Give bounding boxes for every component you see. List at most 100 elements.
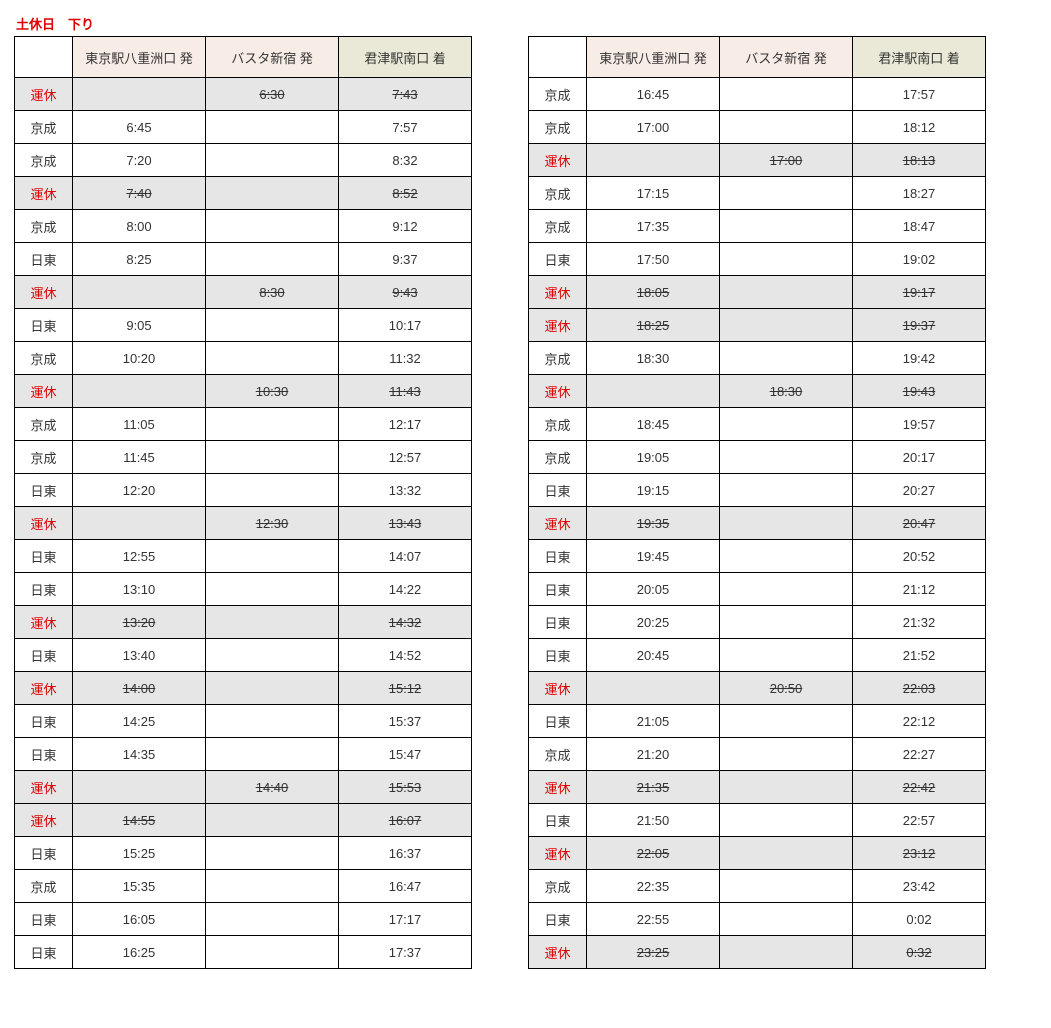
table-row: 運休14:4015:53: [15, 771, 472, 804]
operator-cell: 日東: [15, 540, 73, 573]
table-row: 運休14:5516:07: [15, 804, 472, 837]
table-row: 日東19:4520:52: [529, 540, 986, 573]
kimitsu-cell: 14:52: [339, 639, 472, 672]
operator-cell: 日東: [529, 474, 587, 507]
busta-shinjuku-cell: [720, 342, 853, 375]
table-row: 運休8:309:43: [15, 276, 472, 309]
operator-cell: 京成: [15, 441, 73, 474]
kimitsu-cell: 17:37: [339, 936, 472, 969]
tokyo-yaesu-cell: 15:25: [73, 837, 206, 870]
busta-shinjuku-cell: [720, 771, 853, 804]
operator-cell: 運休: [529, 507, 587, 540]
tokyo-yaesu-cell: [73, 78, 206, 111]
tokyo-yaesu-cell: [73, 276, 206, 309]
operator-cell: 運休: [529, 309, 587, 342]
kimitsu-cell: 14:07: [339, 540, 472, 573]
table-row: 運休18:0519:17: [529, 276, 986, 309]
busta-shinjuku-cell: [720, 639, 853, 672]
operator-cell: 日東: [529, 606, 587, 639]
kimitsu-cell: 22:03: [853, 672, 986, 705]
table-row: 運休23:250:32: [529, 936, 986, 969]
table-row: 日東21:0522:12: [529, 705, 986, 738]
table-row: 日東20:2521:32: [529, 606, 986, 639]
kimitsu-cell: 19:17: [853, 276, 986, 309]
table-row: 運休6:307:43: [15, 78, 472, 111]
table-row: 日東14:3515:47: [15, 738, 472, 771]
operator-cell: 京成: [529, 408, 587, 441]
busta-shinjuku-cell: [206, 903, 339, 936]
table-row: 日東14:2515:37: [15, 705, 472, 738]
tokyo-yaesu-cell: [587, 375, 720, 408]
tokyo-yaesu-cell: 18:30: [587, 342, 720, 375]
kimitsu-cell: 8:32: [339, 144, 472, 177]
busta-shinjuku-cell: [720, 507, 853, 540]
tokyo-yaesu-cell: [73, 507, 206, 540]
operator-cell: 日東: [15, 243, 73, 276]
kimitsu-cell: 14:22: [339, 573, 472, 606]
tokyo-yaesu-cell: 20:25: [587, 606, 720, 639]
busta-shinjuku-cell: [720, 177, 853, 210]
table-row: 京成19:0520:17: [529, 441, 986, 474]
table-row: 京成6:457:57: [15, 111, 472, 144]
kimitsu-cell: 0:02: [853, 903, 986, 936]
tokyo-yaesu-cell: 11:45: [73, 441, 206, 474]
tokyo-yaesu-cell: 15:35: [73, 870, 206, 903]
busta-shinjuku-cell: 20:50: [720, 672, 853, 705]
kimitsu-cell: 19:37: [853, 309, 986, 342]
table-row: 京成8:009:12: [15, 210, 472, 243]
tokyo-yaesu-cell: 12:20: [73, 474, 206, 507]
operator-cell: 京成: [15, 342, 73, 375]
page-title: 土休日 下り: [16, 14, 1037, 33]
table-row: 京成21:2022:27: [529, 738, 986, 771]
tokyo-yaesu-cell: 22:55: [587, 903, 720, 936]
operator-cell: 日東: [529, 705, 587, 738]
header-operator: [15, 37, 73, 78]
kimitsu-cell: 19:43: [853, 375, 986, 408]
busta-shinjuku-cell: [206, 243, 339, 276]
operator-cell: 京成: [529, 342, 587, 375]
table-row: 日東8:259:37: [15, 243, 472, 276]
table-row: 運休18:3019:43: [529, 375, 986, 408]
busta-shinjuku-cell: [206, 111, 339, 144]
busta-shinjuku-cell: [720, 936, 853, 969]
busta-shinjuku-cell: [720, 837, 853, 870]
table-row: 日東13:1014:22: [15, 573, 472, 606]
tokyo-yaesu-cell: 21:50: [587, 804, 720, 837]
table-row: 日東21:5022:57: [529, 804, 986, 837]
tokyo-yaesu-cell: 23:25: [587, 936, 720, 969]
timetable-1: 東京駅八重洲口 発バスタ新宿 発君津駅南口 着運休6:307:43京成6:457…: [14, 36, 472, 969]
operator-cell: 日東: [15, 837, 73, 870]
table-row: 運休17:0018:13: [529, 144, 986, 177]
kimitsu-cell: 19:02: [853, 243, 986, 276]
table-row: 運休20:5022:03: [529, 672, 986, 705]
table-row: 京成11:0512:17: [15, 408, 472, 441]
operator-cell: 京成: [529, 111, 587, 144]
busta-shinjuku-cell: [720, 474, 853, 507]
kimitsu-cell: 18:12: [853, 111, 986, 144]
busta-shinjuku-cell: [206, 144, 339, 177]
operator-cell: 日東: [15, 705, 73, 738]
operator-cell: 運休: [529, 375, 587, 408]
operator-cell: 運休: [529, 276, 587, 309]
tokyo-yaesu-cell: 19:45: [587, 540, 720, 573]
tokyo-yaesu-cell: 17:15: [587, 177, 720, 210]
kimitsu-cell: 13:32: [339, 474, 472, 507]
kimitsu-cell: 18:47: [853, 210, 986, 243]
busta-shinjuku-cell: [206, 837, 339, 870]
operator-cell: 日東: [529, 804, 587, 837]
busta-shinjuku-cell: [720, 540, 853, 573]
tokyo-yaesu-cell: 20:05: [587, 573, 720, 606]
tokyo-yaesu-cell: 16:25: [73, 936, 206, 969]
table-row: 京成16:4517:57: [529, 78, 986, 111]
table-row: 京成11:4512:57: [15, 441, 472, 474]
busta-shinjuku-cell: [206, 540, 339, 573]
table-row: 日東20:0521:12: [529, 573, 986, 606]
tokyo-yaesu-cell: 14:55: [73, 804, 206, 837]
busta-shinjuku-cell: [206, 441, 339, 474]
table-row: 運休19:3520:47: [529, 507, 986, 540]
tokyo-yaesu-cell: 13:10: [73, 573, 206, 606]
busta-shinjuku-cell: [206, 309, 339, 342]
operator-cell: 京成: [15, 870, 73, 903]
busta-shinjuku-cell: [206, 936, 339, 969]
operator-cell: 日東: [15, 738, 73, 771]
